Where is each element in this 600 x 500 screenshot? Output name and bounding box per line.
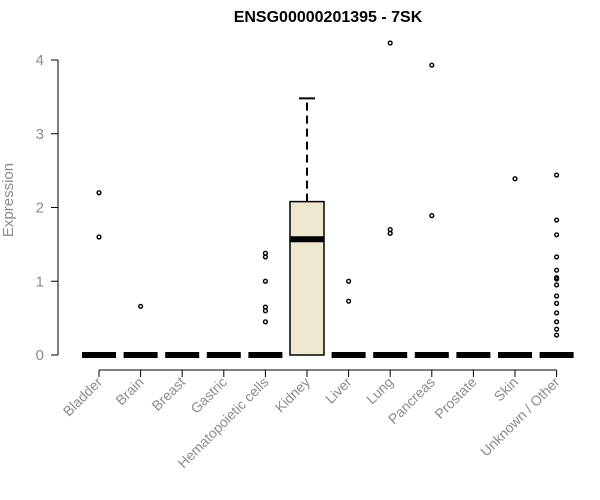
- outlier-point: [262, 319, 268, 325]
- outlier-point: [96, 234, 102, 240]
- outlier-point: [138, 303, 144, 309]
- y-tick-label: 0: [36, 347, 44, 364]
- box-brain: [123, 303, 158, 358]
- outlier-point: [96, 190, 102, 196]
- outlier-point: [553, 274, 560, 281]
- box-kidney: [289, 97, 325, 356]
- y-tick-label: 3: [36, 126, 44, 143]
- y-tick-label: 2: [36, 200, 44, 217]
- outlier-point: [553, 319, 560, 325]
- x-tick-label: Liver: [322, 374, 355, 407]
- box-bladder: [82, 190, 116, 358]
- outlier-point: [346, 298, 352, 304]
- box-pancreas: [414, 62, 449, 358]
- outlier-point: [262, 250, 268, 256]
- box-lung: [373, 40, 408, 358]
- x-tick-label: Breast: [148, 374, 188, 414]
- outlier-point: [262, 278, 268, 284]
- plot-area: [82, 40, 574, 358]
- outlier-point: [553, 326, 560, 332]
- x-tick-label: Bladder: [60, 374, 106, 420]
- outlier-point: [429, 213, 435, 219]
- outlier-point: [553, 267, 560, 273]
- y-axis: 0 1 2 3 4: [36, 52, 59, 364]
- box-body: [289, 200, 325, 356]
- outlier-point: [553, 332, 560, 338]
- outlier-point: [553, 310, 560, 316]
- outlier-point: [346, 278, 352, 284]
- box-hematopoietic-cells: [248, 250, 283, 358]
- outlier-point: [387, 40, 393, 46]
- y-tick-label: 1: [36, 273, 44, 290]
- outlier-point: [553, 300, 560, 306]
- x-tick-label: Prostate: [431, 374, 479, 422]
- x-tick-label: Skin: [491, 374, 522, 405]
- outlier-point: [512, 176, 518, 182]
- outlier-point: [553, 254, 560, 260]
- outlier-point: [387, 227, 393, 233]
- outlier-point: [262, 304, 268, 310]
- y-tick-label: 4: [36, 52, 44, 69]
- x-tick-label: Unknown / Other: [477, 374, 563, 460]
- box-unknown-other: [539, 172, 574, 358]
- outlier-point: [553, 217, 560, 223]
- outlier-point: [553, 172, 560, 178]
- outlier-point: [553, 293, 560, 299]
- outlier-point: [429, 62, 435, 68]
- x-tick-label: Brain: [112, 374, 146, 408]
- box-skin: [498, 176, 532, 358]
- outlier-point: [553, 282, 560, 288]
- x-tick-label: Kidney: [272, 374, 314, 416]
- y-axis-label: Expression: [0, 163, 17, 237]
- chart-title: ENSG00000201395 - 7SK: [234, 9, 423, 26]
- outlier-point: [553, 232, 560, 238]
- box-liver: [331, 278, 366, 358]
- x-tick-label: Lung: [363, 374, 396, 407]
